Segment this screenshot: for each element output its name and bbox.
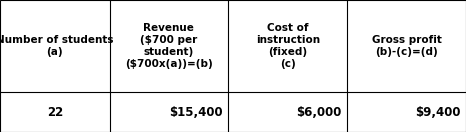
Text: Gross profit
(b)-(c)=(d): Gross profit (b)-(c)=(d): [372, 35, 441, 57]
Text: Number of students
(a): Number of students (a): [0, 35, 114, 57]
Text: Revenue
($700 per
student)
($700x(a))=(b): Revenue ($700 per student) ($700x(a))=(b…: [125, 23, 213, 69]
Text: $9,400: $9,400: [415, 106, 460, 119]
Text: Cost of
instruction
(fixed)
(c): Cost of instruction (fixed) (c): [256, 23, 320, 69]
Text: $6,000: $6,000: [296, 106, 342, 119]
Text: $15,400: $15,400: [169, 106, 223, 119]
Text: 22: 22: [47, 106, 63, 119]
